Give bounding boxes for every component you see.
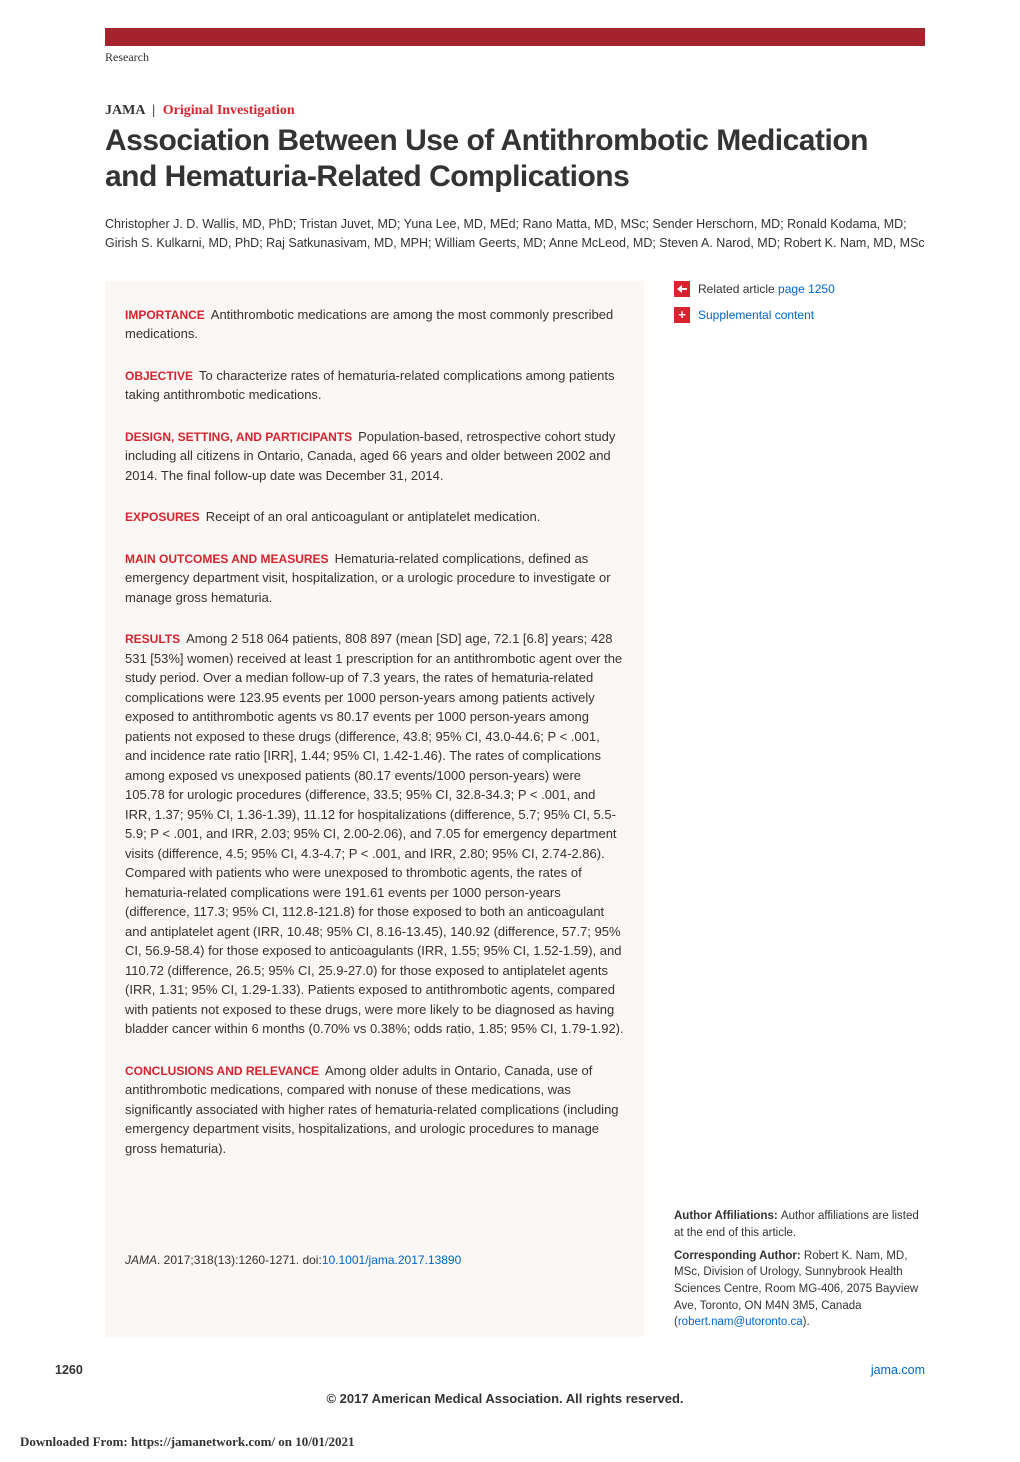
- journal-name: JAMA: [105, 103, 145, 118]
- affiliations-label: Author Affiliations:: [674, 1210, 781, 1222]
- citation-journal: JAMA: [125, 1253, 157, 1267]
- exposures-text: Receipt of an oral anticoagulant or anti…: [206, 509, 541, 524]
- download-note: Downloaded From: https://jamanetwork.com…: [0, 1426, 1020, 1462]
- outcomes-label: MAIN OUTCOMES AND MEASURES: [125, 552, 329, 566]
- journal-line: JAMA | Original Investigation: [105, 103, 925, 119]
- corresponding-label: Corresponding Author:: [674, 1250, 804, 1262]
- exposures-label: EXPOSURES: [125, 510, 200, 524]
- supplemental-row: + Supplemental content: [674, 307, 925, 323]
- research-label: Research: [105, 50, 925, 65]
- plus-icon: +: [674, 307, 690, 323]
- author-list: Christopher J. D. Wallis, MD, PhD; Trist…: [105, 215, 925, 253]
- sidebar: Related article page 1250 + Supplemental…: [674, 281, 925, 1338]
- abstract-box: IMPORTANCEAntithrombotic medications are…: [105, 281, 644, 1338]
- article-title: Association Between Use of Antithromboti…: [105, 123, 925, 195]
- objective-label: OBJECTIVE: [125, 369, 193, 383]
- arrow-left-icon: [674, 281, 690, 297]
- importance-label: IMPORTANCE: [125, 308, 205, 322]
- abstract-conclusions: CONCLUSIONS AND RELEVANCEAmong older adu…: [125, 1061, 624, 1159]
- supplemental-link[interactable]: Supplemental content: [698, 308, 814, 322]
- page-number: 1260: [55, 1363, 83, 1377]
- related-article-text: Related article page 1250: [698, 282, 835, 296]
- journal-separator: |: [152, 103, 155, 118]
- footer-row: 1260 jama.com: [105, 1363, 925, 1377]
- abstract-importance: IMPORTANCEAntithrombotic medications are…: [125, 305, 624, 344]
- related-article-link[interactable]: page 1250: [778, 282, 835, 296]
- abstract-results: RESULTSAmong 2 518 064 patients, 808 897…: [125, 629, 624, 1039]
- jama-com-link[interactable]: jama.com: [871, 1363, 925, 1377]
- journal-article-type: Original Investigation: [163, 103, 295, 118]
- related-article-row: Related article page 1250: [674, 281, 925, 297]
- corresponding-author: Corresponding Author: Robert K. Nam, MD,…: [674, 1248, 925, 1331]
- design-label: DESIGN, SETTING, AND PARTICIPANTS: [125, 430, 352, 444]
- author-affiliations: Author Affiliations: Author affiliations…: [674, 1208, 925, 1241]
- abstract-outcomes: MAIN OUTCOMES AND MEASURESHematuria-rela…: [125, 549, 624, 608]
- conclusions-label: CONCLUSIONS AND RELEVANCE: [125, 1064, 319, 1078]
- abstract-objective: OBJECTIVETo characterize rates of hematu…: [125, 366, 624, 405]
- citation: JAMA. 2017;318(13):1260-1271. doi:10.100…: [125, 1253, 624, 1267]
- objective-text: To characterize rates of hematuria-relat…: [125, 368, 615, 403]
- related-prefix: Related article: [698, 282, 778, 296]
- abstract-design: DESIGN, SETTING, AND PARTICIPANTSPopulat…: [125, 427, 624, 486]
- citation-text: . 2017;318(13):1260-1271. doi:: [157, 1253, 322, 1267]
- copyright-notice: © 2017 American Medical Association. All…: [105, 1391, 925, 1406]
- corresponding-email-link[interactable]: robert.nam@utoronto.ca: [678, 1316, 803, 1328]
- corresponding-suffix: ).: [803, 1316, 810, 1328]
- sidebar-bottom: Author Affiliations: Author affiliations…: [674, 1208, 925, 1337]
- abstract-exposures: EXPOSURES Receipt of an oral anticoagulan…: [125, 507, 624, 527]
- header-red-bar: [105, 28, 925, 46]
- doi-link[interactable]: 10.1001/jama.2017.13890: [322, 1253, 461, 1267]
- results-text: Among 2 518 064 patients, 808 897 (mean …: [125, 631, 624, 1036]
- results-label: RESULTS: [125, 632, 180, 646]
